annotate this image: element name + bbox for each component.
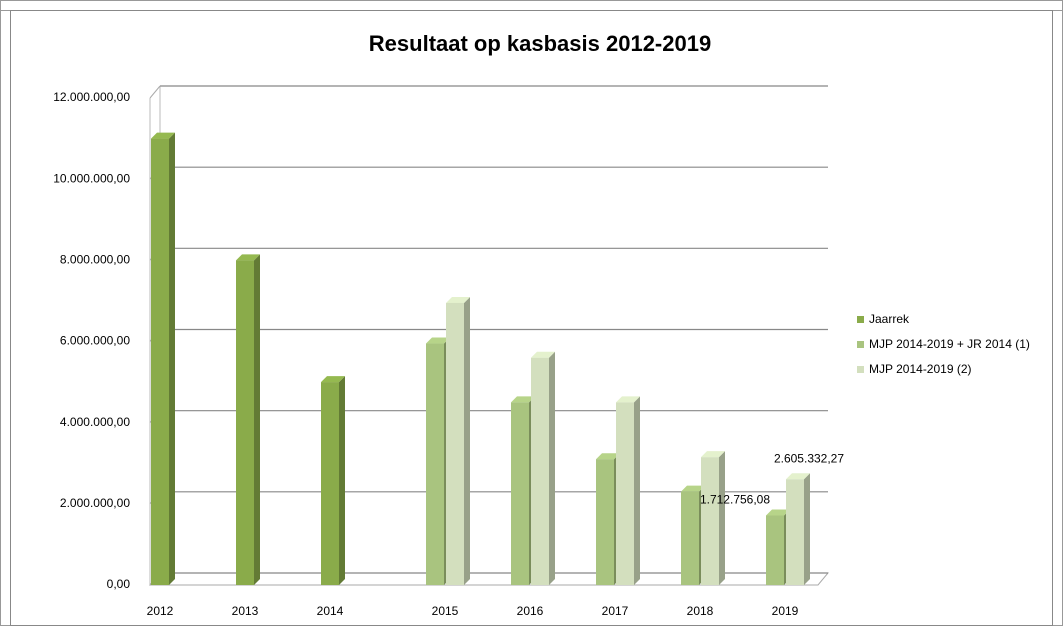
bar-top xyxy=(511,396,535,403)
chart-title: Resultaat op kasbasis 2012-2019 xyxy=(369,31,711,56)
bar xyxy=(511,402,529,585)
bar-top xyxy=(531,351,555,358)
y-tick-label: 12.000.000,00 xyxy=(53,90,130,104)
x-tick-label: 2018 xyxy=(687,604,714,618)
x-tick-label: 2016 xyxy=(517,604,544,618)
legend-swatch xyxy=(857,366,864,373)
legend-swatch xyxy=(857,341,864,348)
bar xyxy=(616,402,634,585)
bar-top xyxy=(426,337,450,344)
legend-label: MJP 2014-2019 (2) xyxy=(869,362,972,376)
legend-label: MJP 2014-2019 + JR 2014 (1) xyxy=(869,337,1030,351)
y-tick-label: 2.000.000,00 xyxy=(60,496,130,510)
bar-top xyxy=(681,485,705,492)
bar xyxy=(426,343,444,585)
grid-line-side xyxy=(149,85,161,99)
x-tick-label: 2014 xyxy=(317,604,344,618)
bar-top xyxy=(596,453,620,460)
bar xyxy=(151,138,169,586)
bar xyxy=(236,260,254,585)
y-tick-label: 6.000.000,00 xyxy=(60,334,130,348)
x-tick-label: 2019 xyxy=(772,604,799,618)
bar-side xyxy=(254,254,260,586)
bar-side xyxy=(719,451,725,585)
y-tick-label: 10.000.000,00 xyxy=(53,171,130,185)
x-tick-label: 2013 xyxy=(232,604,259,618)
bar-side xyxy=(634,396,640,585)
bar-side xyxy=(549,351,555,585)
bar xyxy=(701,457,719,585)
bar xyxy=(766,515,784,585)
x-tick-label: 2012 xyxy=(147,604,174,618)
data-label: 2.605.332,27 xyxy=(774,451,844,465)
bar-side xyxy=(464,296,470,585)
bar-top xyxy=(321,376,345,383)
bar-top xyxy=(151,132,175,139)
bar-top xyxy=(446,296,470,303)
y-tick-label: 8.000.000,00 xyxy=(60,253,130,267)
bar-top xyxy=(786,473,810,480)
legend-swatch xyxy=(857,316,864,323)
bar xyxy=(681,491,699,585)
bar-side xyxy=(169,132,175,586)
bar xyxy=(596,459,614,585)
bar xyxy=(446,302,464,585)
bar-top xyxy=(236,254,260,261)
bar xyxy=(531,357,549,585)
bar-top xyxy=(616,396,640,403)
x-tick-label: 2015 xyxy=(432,604,459,618)
data-label: 1.712.756,08 xyxy=(700,493,770,507)
bar-side xyxy=(339,376,345,585)
bar xyxy=(321,382,339,585)
y-tick-label: 4.000.000,00 xyxy=(60,415,130,429)
legend-label: Jaarrek xyxy=(869,312,910,326)
bar xyxy=(786,479,804,585)
x-tick-label: 2017 xyxy=(602,604,629,618)
y-tick-label: 0,00 xyxy=(107,577,131,591)
bar-top xyxy=(701,451,725,458)
bar-side xyxy=(804,473,810,585)
bar-top xyxy=(766,509,790,516)
